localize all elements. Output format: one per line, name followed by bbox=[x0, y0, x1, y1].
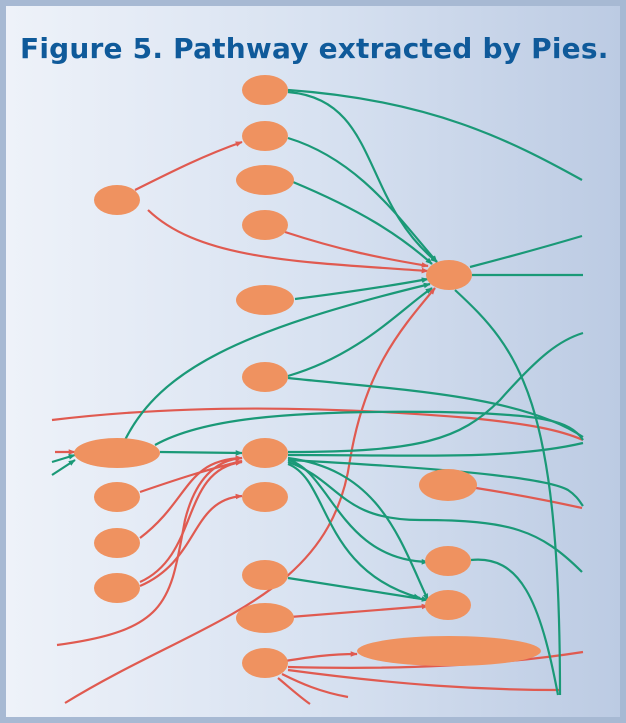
edge bbox=[139, 455, 243, 539]
edge bbox=[289, 603, 429, 619]
edge bbox=[139, 460, 243, 584]
edge bbox=[470, 558, 560, 696]
pathway-node bbox=[242, 648, 288, 678]
pathway-node bbox=[236, 285, 294, 315]
edge bbox=[454, 289, 562, 696]
green-edges bbox=[51, 88, 584, 696]
pathway-node bbox=[94, 528, 140, 558]
edge bbox=[147, 209, 429, 274]
edge bbox=[56, 455, 243, 647]
edge bbox=[287, 441, 584, 457]
pathway-node bbox=[94, 185, 140, 215]
pathway-node bbox=[425, 546, 471, 576]
nodes bbox=[74, 75, 541, 678]
pathway-node bbox=[242, 121, 288, 151]
pathway-node bbox=[419, 469, 477, 501]
pathway-node bbox=[425, 590, 471, 620]
pathway-node bbox=[94, 482, 140, 512]
pathway-node bbox=[242, 75, 288, 105]
edge bbox=[284, 230, 429, 268]
pathway-node bbox=[94, 573, 140, 603]
pathway-node bbox=[242, 362, 288, 392]
edge bbox=[287, 136, 438, 263]
edge bbox=[287, 462, 421, 600]
edge bbox=[287, 88, 583, 181]
pathway-node bbox=[242, 482, 288, 512]
edge bbox=[292, 180, 433, 265]
pathway-node bbox=[236, 603, 294, 633]
edge bbox=[284, 651, 358, 663]
edge bbox=[287, 458, 429, 565]
pathway-node bbox=[357, 636, 541, 666]
edge bbox=[469, 234, 583, 269]
pathway-node bbox=[242, 438, 288, 468]
edge bbox=[287, 668, 561, 692]
edge bbox=[134, 140, 243, 191]
edge bbox=[124, 282, 431, 441]
edge bbox=[154, 410, 584, 446]
edge bbox=[287, 90, 438, 263]
edge bbox=[287, 331, 584, 454]
edge bbox=[139, 493, 243, 588]
edge bbox=[159, 450, 243, 456]
figure-title: Figure 5. Pathway extracted by Pies. bbox=[20, 32, 609, 65]
edge bbox=[51, 453, 76, 464]
pathway-node bbox=[242, 560, 288, 590]
edge bbox=[287, 287, 433, 378]
edge bbox=[277, 677, 311, 705]
edge bbox=[281, 673, 349, 699]
edge bbox=[475, 486, 583, 510]
pathway-node bbox=[74, 438, 160, 468]
edge bbox=[287, 456, 429, 601]
edge bbox=[287, 460, 583, 573]
pathway-node bbox=[236, 165, 294, 195]
red-edges bbox=[51, 140, 584, 705]
edge bbox=[287, 458, 584, 507]
edge bbox=[51, 459, 76, 476]
pathway-node bbox=[242, 210, 288, 240]
pathway-node bbox=[426, 260, 472, 290]
edge bbox=[287, 576, 429, 602]
edge bbox=[294, 277, 429, 301]
